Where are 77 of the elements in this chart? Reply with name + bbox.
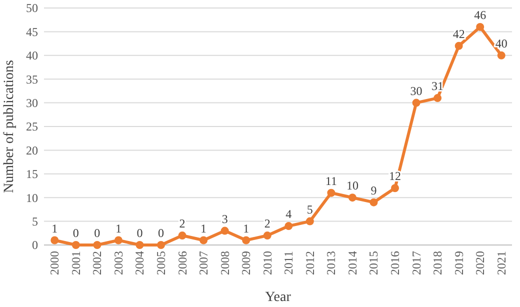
x-tick-label: 2013 <box>324 251 338 275</box>
data-label: 3 <box>222 212 228 226</box>
x-tick-label: 2007 <box>196 251 211 275</box>
point <box>327 188 336 197</box>
y-tick-label: 20 <box>26 143 38 158</box>
x-tick-label: 2003 <box>111 251 126 275</box>
point <box>200 236 208 244</box>
point <box>348 194 356 202</box>
x-tick-label: 2021 <box>494 251 508 275</box>
point <box>476 22 484 31</box>
point <box>263 232 272 240</box>
x-tick-label: 2000 <box>48 251 62 275</box>
x-tick-label: 2001 <box>68 251 83 275</box>
x-tick-label: 2019 <box>452 251 466 275</box>
data-label: 9 <box>370 183 377 198</box>
x-tick-label: 2017 <box>409 251 424 275</box>
point <box>454 42 463 50</box>
data-label: 1 <box>52 221 58 236</box>
point <box>284 222 293 230</box>
x-tick-label: 2011 <box>282 251 296 275</box>
point <box>306 217 314 226</box>
data-label: 1 <box>243 221 250 236</box>
data-label: 2 <box>179 216 186 231</box>
point <box>434 94 442 102</box>
data-label: 2 <box>264 216 270 231</box>
point <box>50 236 59 244</box>
y-tick-label: 10 <box>26 190 38 205</box>
point <box>242 236 250 244</box>
x-tick-label: 2012 <box>302 251 317 275</box>
data-label: 1 <box>200 221 207 236</box>
data-label: 0 <box>72 226 79 240</box>
point <box>157 241 165 249</box>
data-label: 5 <box>306 202 313 216</box>
data-label: 46 <box>474 8 486 22</box>
y-tick-label: 0 <box>32 238 38 252</box>
x-tick-label: 2009 <box>239 251 254 275</box>
x-tick-label: 2015 <box>366 251 381 275</box>
x-tick-label: 2014 <box>345 251 360 275</box>
point <box>93 241 102 249</box>
y-tick-label: 25 <box>26 120 38 134</box>
data-label: 1 <box>115 221 122 236</box>
y-tick-label: 30 <box>26 96 38 110</box>
x-tick-label: 2004 <box>132 251 147 275</box>
point <box>178 232 186 240</box>
point <box>497 51 506 60</box>
data-label: 10 <box>346 178 358 193</box>
x-tick-label: 2002 <box>90 251 104 275</box>
point <box>72 241 80 249</box>
data-label: 0 <box>94 226 100 240</box>
x-tick-label: 2008 <box>218 251 232 275</box>
point <box>412 98 420 107</box>
x-tick-label: 2020 <box>473 251 488 275</box>
data-label: 42 <box>452 26 465 41</box>
x-tick-label: 2010 <box>260 251 274 275</box>
x-tick-label: 2006 <box>175 251 190 275</box>
point <box>391 184 399 192</box>
y-tick-label: 5 <box>32 214 38 228</box>
data-label: 30 <box>410 84 422 98</box>
y-tick-label: 45 <box>26 24 38 39</box>
data-label: 0 <box>158 226 164 240</box>
point <box>370 198 378 206</box>
x-axis-title: Year <box>265 290 292 305</box>
data-label: 4 <box>286 207 292 222</box>
point <box>220 226 229 235</box>
data-label: 0 <box>136 226 143 240</box>
y-tick-label: 35 <box>26 72 38 86</box>
point <box>114 236 122 244</box>
x-tick-label: 2018 <box>430 251 445 275</box>
x-tick-label: 2016 <box>388 251 402 275</box>
point <box>136 241 144 249</box>
y-tick-label: 50 <box>26 1 38 16</box>
y-tick-label: 40 <box>26 48 38 63</box>
y-axis-title: Number of publications <box>2 60 17 193</box>
x-tick-label: 2005 <box>154 251 168 275</box>
data-label: 40 <box>495 36 508 50</box>
data-label: 11 <box>325 174 337 188</box>
y-tick-label: 15 <box>26 167 38 182</box>
